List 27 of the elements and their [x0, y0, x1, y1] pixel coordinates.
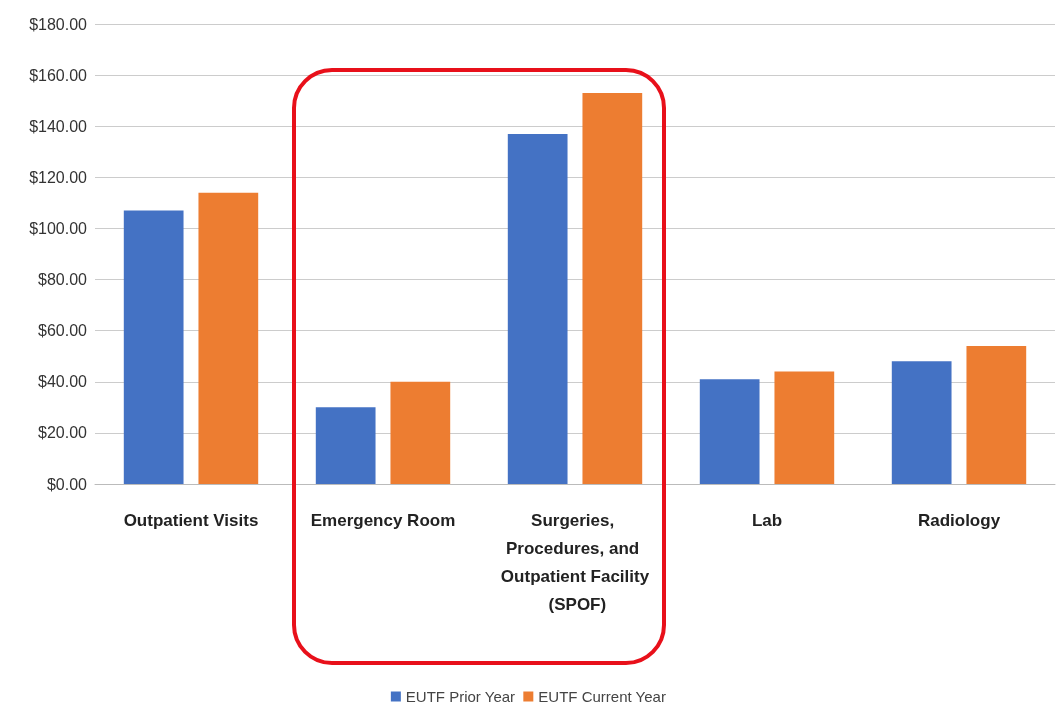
- y-tick-label: $100.00: [29, 219, 88, 237]
- bar: [315, 407, 376, 484]
- bar: [774, 371, 835, 484]
- legend-label: EUTF Current Year: [538, 688, 666, 705]
- x-tick-label: Emergency Room: [310, 510, 456, 530]
- bar: [699, 379, 760, 484]
- x-tick-label: Surgeries, Procedures, and Outpatient Facility (SPOF): [500, 510, 650, 614]
- bar: [582, 93, 643, 484]
- bar: [507, 133, 568, 484]
- bar: [123, 210, 184, 484]
- y-tick-label: $80.00: [38, 271, 88, 289]
- y-tick-label: $60.00: [38, 322, 88, 340]
- x-tick-label: Outpatient Visits: [123, 510, 259, 530]
- bar: [966, 346, 1027, 484]
- bar: [891, 361, 952, 484]
- y-tick-label: $180.00: [29, 15, 88, 33]
- y-tick-label: $20.00: [38, 424, 88, 442]
- y-tick-label: $40.00: [38, 373, 88, 391]
- x-tick-label: Lab: [751, 510, 783, 530]
- y-tick-label: $0.00: [46, 475, 88, 493]
- bar: [390, 381, 451, 484]
- bar: [198, 192, 259, 484]
- y-tick-label: $120.00: [29, 168, 88, 186]
- y-tick-label: $160.00: [29, 66, 88, 84]
- x-tick-label: Radiology: [917, 510, 1001, 530]
- legend-label: EUTF Prior Year: [405, 688, 516, 705]
- y-tick-label: $140.00: [29, 117, 88, 135]
